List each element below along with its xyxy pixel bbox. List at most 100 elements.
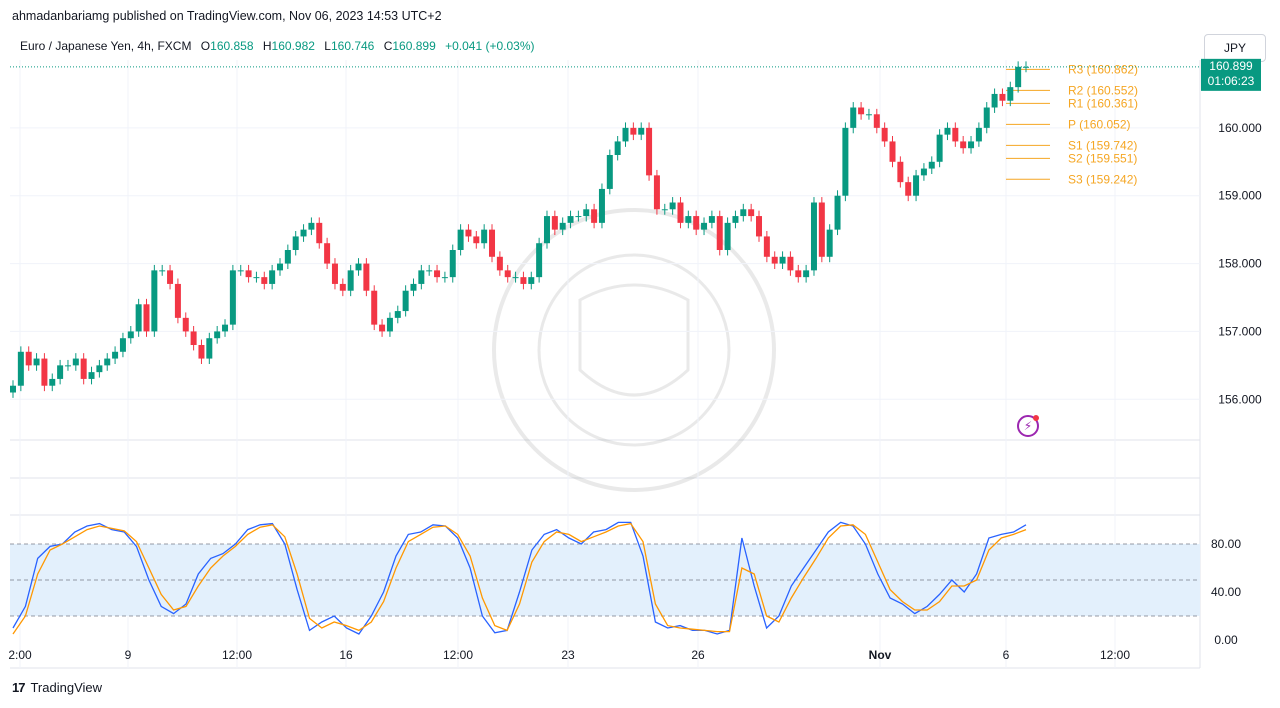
stoch-tick-label: 0.00: [1214, 633, 1238, 647]
symbol-legend: Euro / Japanese Yen, 4h, FXCM O160.858 H…: [20, 39, 535, 53]
candle-body: [119, 338, 126, 352]
footer-brand-name[interactable]: TradingView: [30, 680, 103, 695]
candle-body: [64, 365, 71, 367]
candle-body: [685, 216, 692, 223]
published-by-line: ahmadanbariamg published on TradingView.…: [12, 9, 442, 23]
candle-body: [41, 358, 48, 386]
low-label: L: [324, 39, 331, 53]
candle-body: [80, 358, 87, 379]
open-value: 160.858: [210, 39, 254, 53]
pivot-label: R3 (160.862): [1068, 62, 1138, 76]
candle-body: [10, 385, 16, 393]
candle-body: [567, 216, 574, 223]
candle-body: [441, 277, 448, 279]
candle-body: [347, 270, 354, 291]
pivot-levels: R3 (160.862) R2 (160.552)R1 (160.361) P (1…: [1006, 62, 1138, 186]
candle-body: [669, 202, 676, 210]
candle-body: [543, 216, 550, 244]
candle-body: [237, 270, 244, 272]
candle-body: [394, 311, 401, 318]
stoch-tick-label: 40.00: [1211, 585, 1241, 599]
candle-body: [214, 331, 221, 339]
candle-body: [1007, 87, 1014, 101]
low-value: 160.746: [330, 39, 375, 53]
candle-body: [489, 229, 496, 257]
candle-body: [528, 277, 535, 284]
candle-body: [763, 236, 770, 257]
candle-body: [457, 229, 464, 250]
candle-body: [33, 358, 40, 366]
candle-body: [708, 216, 715, 223]
candle-body: [434, 270, 441, 278]
candle-body: [803, 270, 810, 278]
currency-button[interactable]: JPY: [1204, 34, 1266, 62]
candle-body: [810, 202, 817, 271]
candle-body: [206, 338, 213, 359]
tradingview-logo-icon[interactable]: 17: [12, 680, 26, 695]
candle-body: [449, 250, 456, 278]
symbol-name[interactable]: Euro / Japanese Yen, 4h, FXCM: [20, 39, 192, 53]
price-tick-label: 158.000: [1218, 257, 1262, 271]
candle-body: [426, 270, 433, 272]
candle-body: [858, 107, 865, 115]
candle-body: [622, 127, 629, 142]
candle-body: [614, 141, 621, 155]
candle-body: [591, 209, 598, 223]
candle-body: [371, 290, 378, 325]
candle-body: [167, 270, 174, 284]
time-axis[interactable]: 2:00 9 12:00 16 12:00 23 26 Nov 6 12:00: [8, 648, 1130, 662]
candle-body: [269, 270, 276, 284]
candle-body: [701, 222, 708, 230]
stoch-tick-label: 80.00: [1211, 537, 1241, 551]
time-tick-label: 23: [561, 648, 575, 662]
footer-branding: 17 TradingView: [12, 680, 102, 695]
time-tick-label: 12:00: [443, 648, 473, 662]
candle-body: [748, 209, 755, 217]
candle-body: [928, 161, 935, 169]
last-price-tag: 160.899 01:06:23: [1201, 59, 1261, 91]
candle-body: [881, 127, 888, 142]
candle-body: [410, 283, 417, 291]
candle-body: [198, 345, 205, 359]
candle-body: [873, 114, 880, 128]
candle-body: [598, 188, 605, 223]
academy-watermark: [492, 208, 776, 492]
candle-body: [324, 243, 331, 264]
candle-body: [112, 351, 119, 359]
stoch-band: [10, 543, 1200, 617]
candle-body: [229, 270, 236, 325]
candle-body: [818, 202, 825, 257]
candle-body: [834, 195, 841, 230]
price-axis[interactable]: 156.000 157.000 158.000 159.000 160.000 0.00 4…: [1211, 121, 1262, 647]
candle-body: [913, 175, 920, 196]
candle-body: [936, 134, 943, 162]
candle-body: [968, 141, 975, 149]
candle-body: [756, 216, 763, 237]
close-value: 160.899: [392, 39, 436, 53]
candle-body: [222, 324, 229, 332]
candle-body: [575, 216, 582, 218]
time-tick-label: 12:00: [222, 648, 252, 662]
pivot-label: P (160.052): [1068, 117, 1131, 131]
lightning-icon[interactable]: ⚡: [1017, 415, 1039, 437]
candle-body: [402, 290, 409, 312]
candle-body: [276, 263, 283, 271]
close-label: C: [383, 39, 393, 53]
bar-countdown: 01:06:23: [1208, 74, 1255, 88]
price-tick-label: 157.000: [1218, 324, 1262, 338]
candle-body: [826, 229, 833, 257]
last-price-value: 160.899: [1209, 59, 1253, 73]
candle-body: [190, 331, 197, 345]
candle-body: [496, 256, 503, 271]
time-tick-label: Nov: [869, 648, 892, 662]
candle-body: [504, 270, 511, 278]
grid-lines: [10, 60, 1200, 668]
candle-body: [363, 263, 370, 291]
candle-body: [72, 358, 79, 366]
candles: [10, 61, 1029, 398]
pivot-label: R2 (160.552): [1068, 83, 1138, 97]
candle-body: [732, 216, 739, 223]
high-value: 160.982: [271, 39, 315, 53]
candle-body: [716, 216, 723, 250]
